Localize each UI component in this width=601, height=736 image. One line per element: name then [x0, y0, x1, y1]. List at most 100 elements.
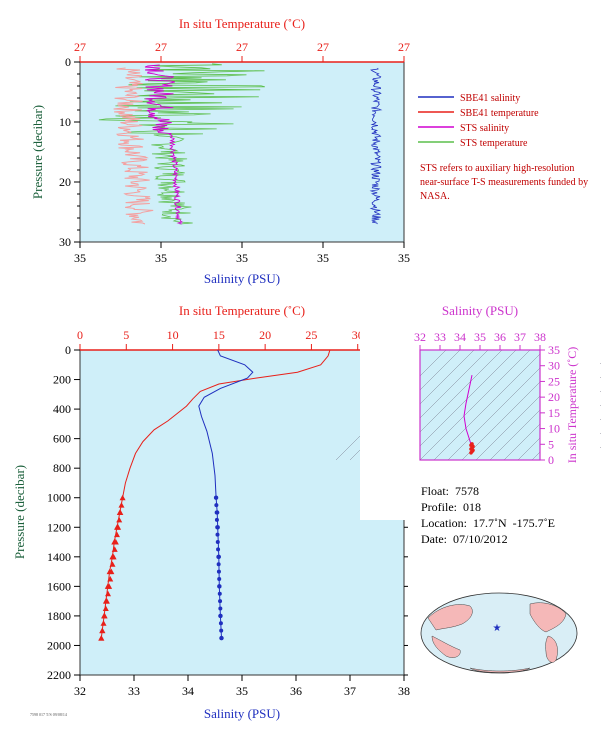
main-chart-top-tick-label: 0 — [77, 328, 83, 342]
sbe41-salinity-marker — [216, 547, 221, 552]
top-chart-top-tick-label: 27 — [236, 40, 248, 54]
sbe41-salinity-marker — [218, 613, 223, 618]
sbe41-temperature-marker — [105, 590, 112, 597]
main-chart-title: In situ Temperature (˚C) — [179, 303, 305, 318]
sbe41-salinity-marker — [215, 525, 220, 530]
top-chart-y-label: Pressure (decibar) — [30, 105, 45, 199]
legend-label: STS temperature — [460, 138, 528, 149]
ts-inset-isopycnals — [335, 290, 601, 520]
main-chart-bottom-tick-label: 32 — [74, 684, 86, 698]
ts-inset-right-tick-label: 15 — [548, 406, 560, 420]
main-chart-bottom-tick-label: 37 — [344, 684, 356, 698]
map-land-north-america — [529, 602, 567, 633]
main-chart-y-tick-label: 1000 — [47, 491, 71, 505]
ts-inset-top-tick-label: 37 — [514, 330, 526, 344]
ts-inset-right-tick-label: 20 — [548, 390, 560, 404]
top-chart-y-tick-label: 30 — [59, 235, 71, 249]
ts-inset-top-tick-label: 35 — [474, 330, 486, 344]
top-chart-y-ticks: 0 10 20 30 — [59, 55, 80, 249]
main-chart-y-tick-label: 1200 — [47, 520, 71, 534]
ts-inset-right-tick-label: 10 — [548, 422, 560, 436]
map-land-australia — [431, 635, 461, 658]
main-chart-top-tick-label: 20 — [259, 328, 271, 342]
top-chart-bottom-tick-label: 35 — [74, 251, 86, 265]
sbe41-temperature-marker — [103, 598, 110, 604]
ts-inset-top-tick-label: 32 — [414, 330, 426, 344]
main-chart-bottom-ticks: 32 33 34 35 36 37 38 — [74, 675, 410, 698]
sbe41-temperature-marker — [107, 575, 114, 582]
sts-temperature-light-line — [113, 67, 154, 225]
main-chart-series — [98, 349, 331, 641]
top-chart-top-tick-label: 27 — [398, 40, 410, 54]
top-chart-bottom-tick-label: 35 — [398, 251, 410, 265]
ts-inset-top-tick-label: 38 — [534, 330, 546, 344]
inset-mask-top — [419, 290, 541, 350]
inset-mask-left — [360, 290, 420, 520]
top-chart: In situ Temperature (˚C) 27 27 27 27 27 35 35… — [30, 16, 410, 286]
info-float: Float: 7578 — [421, 484, 480, 498]
ts-inset-top-tick-label: 34 — [454, 330, 466, 344]
sbe41-salinity-marker — [217, 591, 222, 596]
top-chart-top-ticks: 27 27 27 27 27 — [74, 40, 410, 63]
sbe41-temperature-marker — [115, 524, 122, 530]
ts-inset-right-tick-label: 5 — [548, 437, 554, 451]
ts-inset-top-tick-label: 36 — [494, 330, 506, 344]
sbe41-salinity-marker — [219, 628, 224, 633]
inset-mask-right — [540, 290, 600, 520]
sbe41-salinity-marker — [218, 606, 223, 611]
map-land-south-america — [545, 635, 558, 663]
top-chart-title: In situ Temperature (˚C) — [179, 16, 305, 31]
main-chart-top-tick-label: 15 — [213, 328, 225, 342]
ts-inset-top-tick-label: 33 — [434, 330, 446, 344]
top-chart-top-tick-label: 27 — [155, 40, 167, 54]
ts-inset-right-tick-label: 25 — [548, 374, 560, 388]
top-chart-y-tick-label: 20 — [59, 175, 71, 189]
sbe41-salinity-marker — [214, 517, 219, 522]
sts-note: STS refers to auxiliary high-resolution … — [420, 163, 589, 202]
sbe41-temperature-marker — [113, 531, 120, 538]
sbe41-temperature-marker — [119, 494, 126, 501]
main-chart-y-tick-label: 2000 — [47, 638, 71, 652]
sbe41-salinity-marker — [215, 540, 220, 545]
main-chart-bottom-tick-label: 38 — [398, 684, 410, 698]
ts-inset-right-tick-label: 30 — [548, 359, 560, 373]
sbe41-temperature-marker — [100, 620, 107, 626]
isopycnal-line — [433, 349, 545, 461]
main-chart-y-tick-label: 0 — [65, 343, 71, 357]
ts-inset-marker — [470, 442, 474, 446]
main-chart-y-tick-label: 1800 — [47, 609, 71, 623]
inset-mask-bottom — [419, 460, 541, 520]
sbe41-salinity-marker — [216, 569, 221, 574]
sbe41-salinity-marker — [219, 636, 224, 641]
main-chart-y-tick-label: 200 — [53, 373, 71, 387]
top-chart-y-tick-label: 0 — [65, 55, 71, 69]
sbe41-temperature-marker — [110, 553, 117, 560]
main-chart-bottom-tick-label: 35 — [236, 684, 248, 698]
ts-inset-right-tick-label: 0 — [548, 453, 554, 467]
main-chart-y-tick-label: 1600 — [47, 579, 71, 593]
sbe41-temperature-marker — [98, 635, 105, 641]
map-float-marker: ★ — [493, 623, 502, 634]
top-chart-y-tick-label: 10 — [59, 115, 71, 129]
sbe41-salinity-marker — [217, 584, 222, 589]
sbe41-temperature-marker — [101, 612, 108, 619]
sbe41-salinity-marker — [218, 599, 223, 604]
info-profile: Profile: 018 — [421, 500, 481, 514]
main-chart-top-tick-label: 10 — [167, 328, 179, 342]
sbe41-salinity-marker — [214, 510, 219, 515]
main-chart-plot-area — [79, 349, 405, 676]
sbe41-salinity-line — [369, 67, 383, 225]
ts-inset-right-tick-label: 35 — [548, 343, 560, 357]
map-land-asia — [427, 604, 473, 631]
main-chart-top-tick-label: 5 — [123, 328, 129, 342]
sbe41-temperature-marker — [108, 568, 115, 575]
sbe41-salinity-marker — [216, 562, 221, 567]
ts-inset-right-label: In situ Temperature (˚C) — [565, 347, 579, 464]
world-map: ★ — [420, 592, 578, 674]
main-chart-bottom-tick-label: 34 — [182, 684, 194, 698]
sbe41-salinity-marker — [213, 495, 219, 500]
sbe41-salinity-marker — [214, 503, 219, 508]
sbe41-salinity-marker — [218, 621, 223, 626]
